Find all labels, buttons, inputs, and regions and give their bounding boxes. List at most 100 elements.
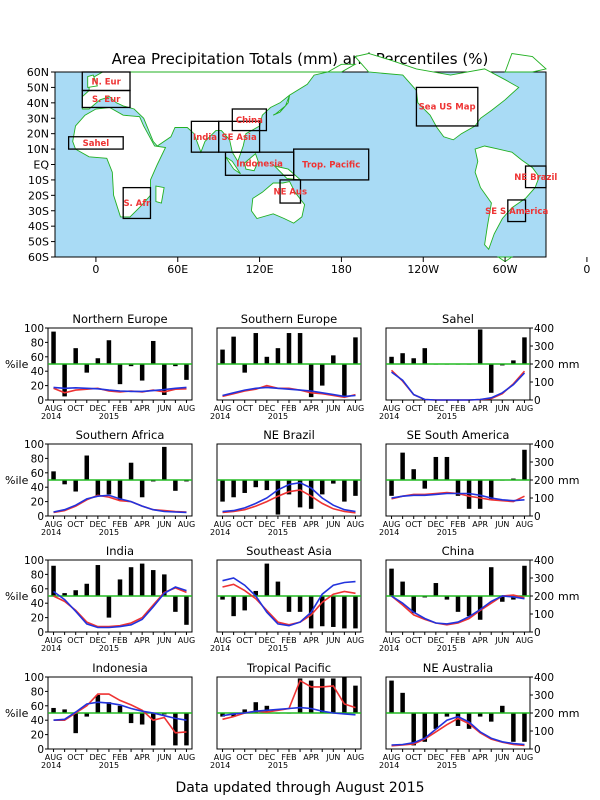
percentile-bar: [62, 480, 67, 485]
month-label: FEB: [112, 753, 127, 762]
left-tick-label: 0: [37, 511, 44, 523]
percentile-bar: [455, 713, 461, 726]
percentile-bar: [297, 678, 303, 713]
percentile-bar: [84, 583, 90, 596]
map-lat-label: 30S: [28, 205, 49, 218]
month-label: DEC: [89, 520, 106, 529]
percentile-bar: [319, 596, 325, 627]
year-label: 2015: [268, 528, 288, 537]
percentile-bar: [173, 364, 178, 367]
month-label: OCT: [236, 520, 253, 529]
percentile-bar: [353, 337, 358, 364]
year-label: 2014: [379, 761, 399, 770]
percentile-bar: [477, 480, 483, 509]
panel-indonesia: Indonesia 0 20 40 60 80 100 %ile AUG OCT DEC FEB APR…: [5, 661, 195, 770]
percentile-bar: [220, 596, 225, 600]
month-label: APR: [472, 636, 488, 645]
percentile-bar: [389, 568, 394, 596]
month-label: AUG: [516, 753, 534, 762]
left-tick-label: 0: [37, 395, 44, 407]
percentile-bar: [117, 480, 123, 501]
month-label: OCT: [405, 404, 422, 413]
observed-line: [222, 489, 356, 514]
map-lon-label: 120W: [407, 263, 439, 276]
month-label: AUG: [178, 636, 196, 645]
percentile-bar: [522, 449, 527, 480]
climatology-line: [391, 595, 525, 625]
left-tick-label: 60: [31, 584, 44, 596]
left-tick-label: 100: [24, 323, 44, 335]
percentile-bar: [184, 713, 189, 746]
month-label: AUG: [45, 404, 63, 413]
right-tick-label: 200: [534, 475, 554, 487]
percentile-bar: [84, 455, 90, 480]
percentile-bar: [477, 329, 483, 364]
percentile-bar: [511, 596, 516, 600]
month-label: APR: [303, 404, 319, 413]
month-label: APR: [303, 753, 319, 762]
percentile-bar: [128, 567, 134, 596]
percentile-bar: [73, 713, 78, 734]
region-label: Indonesia: [236, 160, 283, 170]
panel-grid: Northern Europe 0 20 40 60 80 100 %ile AUG OCT DEC…: [5, 312, 579, 770]
region-box: [81, 89, 131, 109]
month-label: APR: [134, 404, 150, 413]
left-tick-label: 40: [31, 715, 44, 727]
month-label: OCT: [405, 636, 422, 645]
month-label: DEC: [427, 520, 444, 529]
left-tick-label: 40: [31, 598, 44, 610]
land-madagascar: [155, 185, 165, 204]
map-lon-label: 180: [331, 263, 352, 276]
percentile-bar: [275, 581, 281, 596]
month-label: OCT: [405, 520, 422, 529]
region-label: S. Afr: [123, 199, 151, 209]
month-label: AUG: [178, 404, 196, 413]
month-label: JUN: [494, 753, 509, 762]
right-unit-label: mm: [558, 358, 579, 371]
percentile-bar: [477, 596, 483, 620]
month-label: FEB: [281, 753, 296, 762]
left-unit-label: %ile: [5, 707, 29, 720]
map-lon-label: 0: [583, 263, 590, 276]
map-lat-label: 60S: [28, 251, 49, 264]
panel-title: Sahel: [442, 312, 474, 326]
month-label: APR: [134, 520, 150, 529]
percentile-bar: [242, 364, 247, 373]
percentile-bar: [150, 713, 156, 746]
percentile-bar: [173, 596, 178, 612]
percentile-bar: [106, 702, 112, 713]
percentile-bar: [264, 480, 270, 491]
percentile-bar: [353, 685, 358, 713]
map-lon-label: 120E: [246, 263, 274, 276]
land-africa: [72, 107, 167, 218]
percentile-bar: [400, 452, 405, 480]
panel-title: Southern Europe: [241, 312, 337, 326]
world-map: 60N 50N 40N 30N 20N 10N EQ 10S 20S 30S 40S 50S 60S 0 6…: [27, 53, 590, 276]
map-lat-label: 50N: [27, 81, 49, 94]
percentile-bar: [150, 340, 156, 364]
percentile-bar: [231, 713, 236, 717]
percentile-bar: [242, 596, 247, 611]
left-tick-label: 60: [31, 352, 44, 364]
percentile-bar: [444, 596, 450, 600]
percentile-bar: [73, 480, 78, 492]
month-label: DEC: [89, 753, 106, 762]
left-tick-label: 60: [31, 701, 44, 713]
percentile-bar: [455, 480, 461, 496]
map-lat-label: 10N: [27, 143, 49, 156]
left-tick-label: 0: [37, 627, 44, 639]
month-label: FEB: [112, 636, 127, 645]
percentile-bar: [253, 333, 259, 364]
panel-sahel: Sahel 0 100 200 300 400 mm AUG OCT DEC FEB APR JUN AU…: [379, 312, 579, 421]
percentile-bar: [51, 707, 56, 713]
month-label: AUG: [178, 520, 196, 529]
month-label: JUN: [494, 636, 509, 645]
left-tick-label: 20: [31, 497, 44, 509]
land-europe-asia: [81, 63, 357, 163]
region-label: N. Eur: [91, 77, 121, 87]
month-label: FEB: [450, 404, 465, 413]
year-label: 2015: [437, 761, 457, 770]
percentile-bar: [73, 348, 78, 364]
